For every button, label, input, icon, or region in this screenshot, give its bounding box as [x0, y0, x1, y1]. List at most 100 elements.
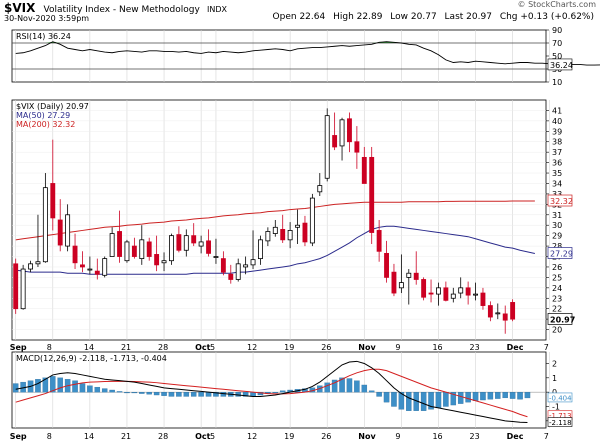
macd-histogram-bar [279, 390, 286, 393]
price-x-label: 8 [47, 343, 52, 352]
rsi-value-box [547, 58, 573, 71]
candle-up [109, 233, 115, 257]
candle-down [94, 270, 100, 275]
candle-up [495, 312, 501, 315]
instrument-name: Volatility Index - New Methodology [43, 5, 200, 15]
macd-x-label: 21 [121, 432, 131, 441]
last-label: Last [444, 12, 464, 22]
rsi-line [15, 41, 600, 66]
macd-histogram-bar [168, 392, 175, 397]
rsi-value-label: 36.24 [550, 61, 573, 70]
macd-histogram-bar [487, 392, 494, 400]
candle-down [72, 245, 78, 264]
candle-up [42, 187, 48, 263]
macd-histogram-bar [428, 392, 434, 410]
macd-histogram-bar [35, 379, 41, 393]
macd-histogram-bar [242, 392, 249, 397]
price-tick-label: 22 [552, 305, 562, 314]
candle-up [258, 239, 263, 260]
date-time: 30-Nov-2020 3:59pm [4, 14, 90, 23]
macd-histogram-bar [50, 376, 56, 393]
candle-up [124, 241, 130, 262]
macd-histogram-bar [101, 388, 108, 393]
candle-down [384, 252, 389, 278]
macd-tick-label: 2 [552, 359, 557, 368]
macd-histogram-bar [324, 382, 330, 393]
macd-histogram-bar [465, 392, 471, 403]
macd-x-label: 7 [544, 432, 549, 441]
chart-header: $VIX Volatility Index - New Methodology … [0, 0, 600, 24]
macd-histogram-bar [480, 392, 486, 401]
price-tick-label: 28 [552, 242, 562, 251]
candle-down [332, 135, 338, 148]
exchange: INDX [207, 5, 227, 14]
rsi-legend: RSI(14) 36.24 [16, 32, 71, 41]
macd-panel [11, 351, 547, 429]
macd-histogram-bar [524, 392, 531, 399]
candle-down [228, 273, 234, 280]
price-tick-label: 34 [552, 179, 562, 188]
candle-up [250, 259, 256, 266]
price-tick-label: 30 [552, 221, 562, 230]
macd-x-label: 23 [470, 432, 480, 441]
candle-up [243, 264, 249, 268]
watermark: © StockCharts.com [517, 0, 596, 9]
macd-histogram-bar [398, 392, 405, 410]
macd-histogram-bar [406, 392, 412, 411]
candle-down [369, 156, 375, 233]
candle-up [102, 258, 108, 276]
price-legend-ma200: MA(200) 32.32 [16, 120, 75, 129]
macd-histogram-bar [198, 392, 204, 397]
candle-up [473, 293, 478, 296]
candle-up [295, 224, 300, 228]
price-tick-label: 33 [552, 190, 562, 199]
macd-histogram-bar [235, 392, 241, 397]
macd-histogram-bar [472, 392, 479, 401]
macd-histogram-bar [124, 392, 130, 394]
price-value-box [547, 194, 573, 207]
macd-histogram-bar [450, 392, 457, 406]
candle-up [287, 230, 293, 241]
macd-x-label: Nov [358, 432, 376, 441]
macd-histogram-bar [183, 392, 190, 397]
macd-histogram-bar [220, 392, 227, 397]
macd-line [15, 360, 528, 424]
candle-up [324, 115, 330, 179]
macd-histogram-bar [420, 392, 427, 411]
candle-up [35, 261, 41, 265]
macd-histogram-bar [383, 392, 390, 403]
price-tick-label: 40 [552, 117, 562, 126]
chg-label: Chg [499, 12, 518, 22]
price-tick-label: 20 [552, 326, 562, 335]
macd-histogram-bar [139, 392, 145, 394]
macd-legend: MACD(12,26,9) -2.118, -1.713, -0.404 [16, 354, 167, 363]
price-x-label: 28 [158, 343, 168, 352]
macd-histogram-bar [57, 377, 63, 393]
macd-histogram-bar [502, 392, 508, 399]
rsi-tick-label: 90 [552, 26, 562, 35]
candle-down [80, 264, 85, 268]
macd-histogram-bar [443, 392, 449, 407]
macd-histogram-bar [376, 392, 382, 397]
chg-value: +0.13 (+0.62%) [520, 12, 594, 22]
price-x-label: Dec [507, 343, 524, 352]
price-x-label: 23 [470, 343, 480, 352]
macd-x-label: 12 [247, 432, 257, 441]
macd-x-label: Sep [10, 432, 27, 441]
price-value-label: 20.97 [550, 315, 575, 324]
price-tick-label: 26 [552, 263, 562, 272]
candle-down [280, 228, 286, 241]
macd-histogram-bar [517, 392, 523, 400]
symbol-title: $VIX Volatility Index - New Methodology … [4, 1, 227, 15]
macd-x-label: 8 [47, 432, 52, 441]
macd-histogram-bar [213, 392, 219, 397]
price-x-label: Nov [358, 343, 376, 352]
candle-down [176, 234, 182, 251]
candle-down [191, 235, 197, 244]
price-x-label: 26 [321, 343, 331, 352]
macd-histogram-bar [457, 392, 464, 404]
price-value-label: 32.32 [550, 197, 573, 206]
macd-histogram-bar [346, 378, 353, 393]
